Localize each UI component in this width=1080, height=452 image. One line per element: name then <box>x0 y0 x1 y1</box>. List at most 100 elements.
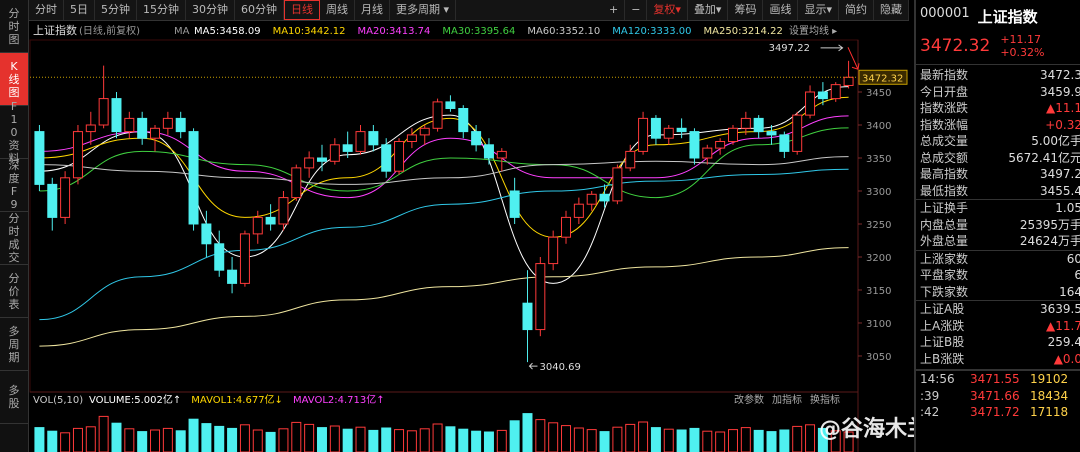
period-button[interactable]: 15分钟 <box>137 0 186 20</box>
sidebar-tab[interactable]: 分时图 <box>0 0 28 53</box>
quote-row: 外盘总量 24624万手 <box>916 233 1080 250</box>
quote-row: 今日开盘 3459.9 <box>916 84 1080 101</box>
y-tick-label: 3150 <box>866 286 891 297</box>
row-label: 总成交量 <box>920 134 969 148</box>
tick-price: 3471.55 <box>970 372 1020 386</box>
period-button[interactable]: 60分钟 <box>235 0 284 20</box>
period-button[interactable]: 日线 <box>284 0 320 20</box>
row-label: 上B涨跌 <box>920 351 965 366</box>
row-value: ▲0.0 <box>1053 351 1080 366</box>
candle-body <box>355 131 366 152</box>
candle-body <box>304 157 315 169</box>
row-label: 今日开盘 <box>920 84 969 99</box>
candle-body <box>34 131 45 185</box>
volume-bar <box>496 429 507 452</box>
tool-button[interactable]: 简约 <box>839 0 874 20</box>
legend-entry: MA120:3333.00 <box>612 26 691 37</box>
period-button[interactable]: 更多周期 ▾ <box>390 0 457 20</box>
row-value: 5.00亿手 <box>1031 134 1080 148</box>
volume-bar <box>702 430 713 452</box>
row-label: 内盘总量 <box>920 217 969 232</box>
candle-body <box>162 117 173 129</box>
ma-line <box>39 96 849 238</box>
tool-button[interactable]: 画线 <box>763 0 799 20</box>
chart: 上证指数 (日线,前复权) MA MA5:3458.09 MA10:3442.12 MA2… <box>29 23 914 452</box>
volume-legend: VOLUME:5.002亿↑ <box>89 393 181 406</box>
candle-body <box>548 236 559 265</box>
candle-body <box>381 144 392 172</box>
row-label: 上涨家数 <box>920 251 969 266</box>
tool-button[interactable]: 筹码 <box>728 0 764 20</box>
row-label: 上证A股 <box>920 302 965 316</box>
row-value: ▲11.1 <box>1046 101 1080 115</box>
volume-bar <box>548 422 559 452</box>
sidebar-tab[interactable]: 多股 <box>0 371 28 424</box>
tool-button[interactable]: − <box>625 0 648 20</box>
tick-price: 3471.66 <box>970 388 1020 403</box>
separator <box>916 249 1080 251</box>
row-label: 指数涨幅 <box>920 117 969 132</box>
volume-button[interactable]: 加指标 <box>772 393 802 406</box>
volume-bar <box>471 430 482 452</box>
period-button[interactable]: 5分钟 <box>95 0 137 20</box>
candle-body <box>419 127 430 136</box>
row-label: 总成交额 <box>920 150 969 165</box>
volume-button[interactable]: 换指标 <box>810 393 840 406</box>
row-label: 外盘总量 <box>920 234 969 248</box>
candle-body <box>573 203 584 218</box>
volume-bar <box>150 429 161 452</box>
quote-row: 平盘家数 6 <box>916 267 1080 284</box>
candle-body <box>702 147 713 159</box>
tab-label: 分价表 <box>8 271 20 311</box>
plot-frame <box>29 39 859 393</box>
row-value: ▲11.7 <box>1046 318 1080 333</box>
tool-button[interactable]: 隐藏 <box>874 0 909 20</box>
volume-bar <box>368 429 379 452</box>
period-button[interactable]: 分时 <box>29 0 64 20</box>
volume-bar <box>625 423 636 452</box>
tool-button[interactable]: + <box>603 0 626 20</box>
volume-bar <box>227 427 238 452</box>
sidebar-tab[interactable]: 深度F9 <box>0 159 28 212</box>
marker-arrow <box>847 47 860 70</box>
tool-button[interactable]: 显示▾ <box>798 0 839 20</box>
row-label: 平盘家数 <box>920 268 969 282</box>
quote-name: 上证指数 <box>977 8 1038 26</box>
candle-body <box>72 131 83 179</box>
volume-bar <box>162 427 173 452</box>
tool-button[interactable]: 复权▾ <box>647 0 688 20</box>
volume-bar <box>753 429 764 452</box>
sidebar-tab[interactable]: 分时成交 <box>0 212 28 265</box>
volume-bar <box>638 421 649 452</box>
row-value: 3472.3 <box>1040 68 1080 82</box>
candle-body <box>805 91 816 116</box>
quote-row: 上证换手 1.05 <box>916 200 1080 217</box>
period-button[interactable]: 30分钟 <box>186 0 235 20</box>
tab-label: F10资料 <box>8 99 20 165</box>
candle-body <box>766 131 777 136</box>
tick-row: :39 3471.66 18434 <box>916 388 1080 405</box>
sidebar-tab[interactable]: 多周期 <box>0 318 28 371</box>
tab-label: 多周期 <box>8 324 20 364</box>
tool-button[interactable]: 叠加▾ <box>688 0 729 20</box>
high-annotation: 3497.22 <box>769 43 810 54</box>
candle-body <box>535 263 546 331</box>
candle-body <box>239 233 250 284</box>
sidebar-tab[interactable]: F10资料 <box>0 100 28 165</box>
row-value: 25395万手 <box>1019 217 1080 232</box>
sidebar-tab[interactable]: 分价表 <box>0 265 28 318</box>
volume-bar <box>239 424 250 452</box>
candle-body <box>394 140 405 172</box>
tab-label: 分时成交 <box>8 212 20 264</box>
period-button[interactable]: 5日 <box>64 0 95 20</box>
volume-bar <box>612 426 623 452</box>
volume-button[interactable]: 改参数 <box>734 393 764 406</box>
tick-row: :42 3471.72 17118 <box>916 404 1080 421</box>
row-value: 3497.2 <box>1040 167 1080 181</box>
quote-row: 上A涨跌 ▲11.7 <box>916 318 1080 335</box>
period-button[interactable]: 月线 <box>355 0 390 20</box>
period-button[interactable]: 周线 <box>320 0 355 20</box>
sidebar-tab[interactable]: K线图 <box>0 53 28 106</box>
candle-body <box>727 127 738 142</box>
